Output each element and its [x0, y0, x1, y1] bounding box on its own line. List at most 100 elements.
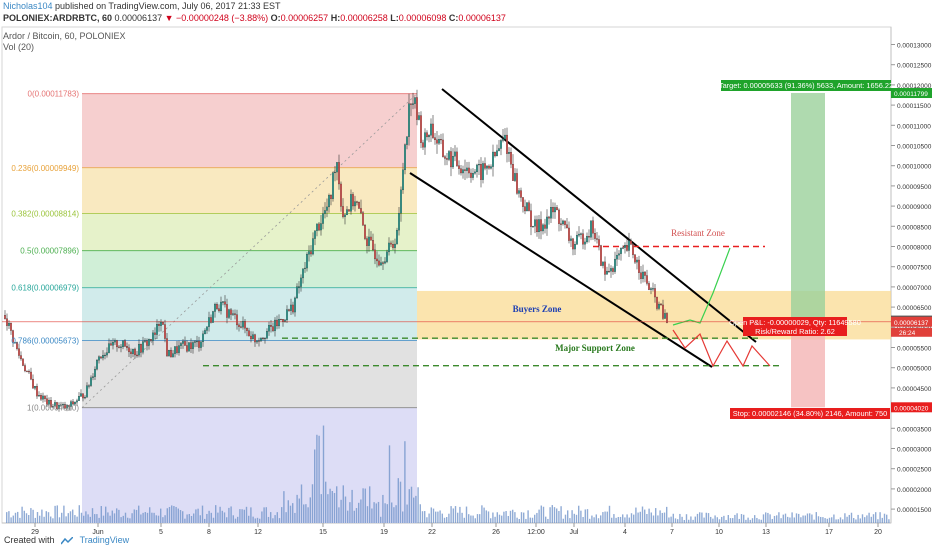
candle-body — [176, 346, 178, 353]
candle-body — [378, 260, 380, 266]
candle-body — [300, 277, 302, 287]
candle-body — [334, 171, 336, 174]
volume-bar — [762, 514, 765, 523]
candle-body — [6, 318, 8, 326]
candle-body — [592, 220, 594, 234]
candle-body — [272, 326, 274, 331]
volume-bar — [542, 506, 545, 523]
volume-bar — [184, 518, 186, 523]
candle-body — [566, 224, 568, 229]
candle-body — [532, 226, 534, 228]
candle-body — [326, 206, 328, 211]
volume-bar — [188, 513, 190, 523]
candle-body — [190, 342, 192, 349]
fib-label: 0.618(0.00006979) — [11, 284, 79, 293]
candle-body — [318, 223, 320, 231]
volume-bar — [23, 510, 25, 523]
volume-bar — [534, 514, 536, 523]
volume-bar — [683, 519, 685, 523]
candle-body — [226, 304, 228, 318]
candle-body — [536, 219, 538, 233]
candle-body — [236, 314, 238, 326]
candle-body — [438, 139, 440, 144]
price-tick-label: 0.00010500 — [897, 144, 932, 151]
volume-bar — [864, 517, 866, 523]
volume-bar — [831, 517, 833, 523]
candle-body — [512, 164, 514, 181]
candle-body — [356, 201, 358, 203]
candle-body — [666, 313, 668, 323]
volume-bar — [160, 508, 162, 523]
candle-body — [188, 342, 190, 352]
candle-body — [60, 404, 62, 406]
volume-bar — [606, 511, 608, 523]
volume-bar — [232, 515, 234, 523]
volume-bar — [679, 513, 681, 523]
volume-bar — [875, 512, 877, 523]
volume-bar — [773, 515, 776, 523]
candle-body — [504, 134, 506, 140]
volume-bar — [67, 513, 69, 523]
volume-bar — [19, 517, 21, 523]
candle-body — [498, 148, 500, 151]
tradingview-link[interactable]: TradingView — [79, 535, 130, 545]
candle-body — [558, 209, 560, 224]
candle-body — [426, 132, 428, 138]
candle-body — [282, 319, 284, 322]
author-link[interactable]: Nicholas104 — [3, 1, 53, 11]
volume-bar — [468, 514, 470, 523]
candle-body — [154, 332, 156, 335]
volume-bar — [47, 512, 50, 523]
candle-body — [90, 377, 92, 386]
stop-price-badge: 0.00004020 — [894, 405, 929, 412]
candle-body — [224, 301, 226, 305]
volume-bar — [833, 514, 835, 523]
time-tick-label: 22 — [428, 529, 436, 536]
time-tick-label: 7 — [670, 529, 674, 536]
volume-bar — [567, 510, 569, 523]
candle-body — [564, 220, 566, 225]
volume-bar — [798, 513, 800, 523]
volume-bar — [529, 517, 531, 523]
volume-bar — [347, 510, 349, 523]
volume-bar — [164, 515, 166, 523]
volume-bar — [855, 519, 857, 523]
volume-bar — [580, 510, 582, 523]
candle-body — [144, 340, 146, 342]
volume-bar — [210, 512, 212, 523]
fib-label: 0.236(0.00009949) — [11, 164, 79, 173]
volume-bar — [168, 506, 171, 523]
volume-bar — [824, 518, 826, 523]
volume-bar — [844, 513, 846, 523]
volume-bar — [498, 514, 501, 523]
volume-bar — [14, 512, 17, 523]
candle-body — [270, 324, 272, 327]
volume-indicator-label[interactable]: Vol (20) — [3, 42, 35, 52]
volume-bar — [6, 512, 8, 523]
publish-line: Nicholas104 published on TradingView.com… — [3, 1, 281, 11]
volume-bar — [481, 505, 483, 523]
candle-body — [610, 268, 612, 272]
volume-bar — [369, 486, 371, 523]
volume-bar — [303, 504, 305, 523]
trend-drawings — [2, 88, 891, 368]
candle-body — [552, 207, 554, 213]
volume-bar — [589, 518, 591, 523]
candle-body — [402, 169, 404, 191]
volume-bar — [410, 486, 413, 523]
candle-body — [352, 194, 354, 207]
volume-bar — [716, 517, 718, 523]
volume-bar — [83, 515, 85, 523]
candle-body — [542, 224, 544, 232]
fib-zone — [82, 167, 417, 214]
candle-body — [474, 171, 476, 174]
volume-bar — [274, 515, 276, 523]
candle-body — [152, 332, 154, 341]
candle-body — [74, 401, 76, 405]
candle-body — [598, 239, 600, 246]
candle-body — [294, 297, 296, 313]
candle-body — [570, 238, 572, 241]
volume-bar — [842, 519, 844, 523]
fib-label: 0.5(0.00007896) — [20, 247, 79, 256]
